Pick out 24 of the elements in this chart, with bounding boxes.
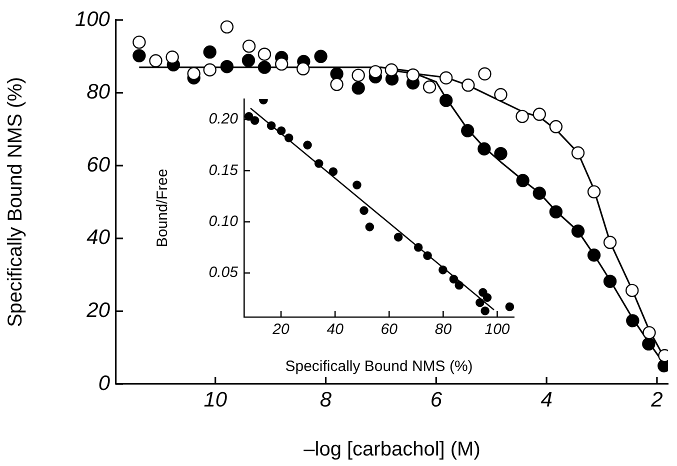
x-tick-label: 2: [650, 388, 664, 412]
y-tick-label: 0.20: [208, 110, 239, 128]
y-axis-title: Specifically Bound NMS (%): [4, 76, 27, 328]
y-tick-label: 100: [74, 8, 110, 31]
x-axis-title: –log [carbachol] (M): [304, 438, 480, 461]
x-tick-label: 6: [430, 388, 442, 412]
y-tick-label: 0.10: [208, 212, 239, 230]
x-tick-label: 40: [326, 321, 344, 338]
x-axis-title: Specifically Bound NMS (%): [285, 358, 473, 376]
x-tick-label: 100: [484, 321, 510, 338]
y-tick-label: 0: [98, 372, 110, 395]
y-tick-label: 60: [86, 153, 110, 176]
x-tick-label: 20: [272, 321, 290, 338]
y-tick-label: 0.15: [208, 162, 239, 179]
x-tick-label: 4: [540, 388, 552, 412]
y-tick-label: 80: [86, 80, 110, 104]
y-tick-label: 20: [86, 299, 110, 322]
x-tick-label: 80: [434, 321, 452, 338]
x-tick-label: 10: [204, 388, 228, 412]
x-tick-label: 8: [320, 388, 332, 412]
y-tick-label: 0.05: [208, 264, 239, 282]
x-tick-label: 60: [380, 321, 398, 338]
y-axis-title: Bound/Free: [154, 168, 172, 248]
y-tick-label: 40: [86, 226, 110, 250]
